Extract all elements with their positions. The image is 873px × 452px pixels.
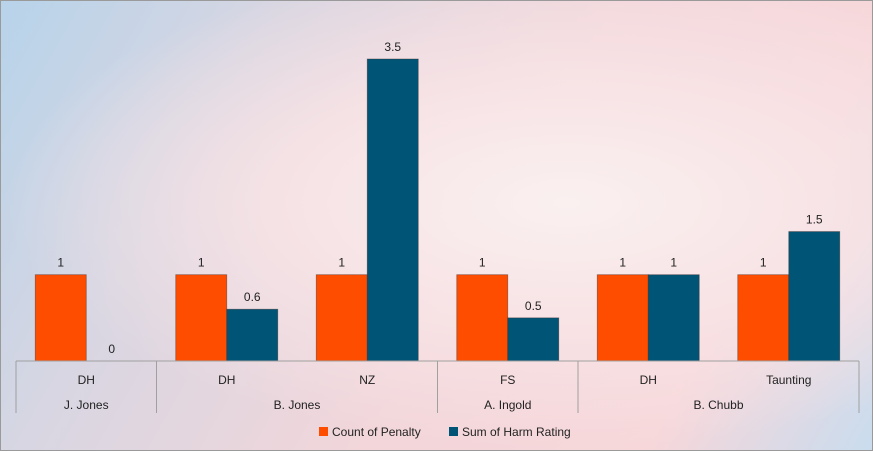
bar-penalty-count <box>737 274 790 362</box>
bar-penalty-count <box>456 274 509 362</box>
x-tick-label: NZ <box>359 373 375 387</box>
data-label: 0 <box>108 342 115 356</box>
legend-label: Sum of Harm Rating <box>462 425 571 439</box>
x-group-label: A. Ingold <box>484 398 531 412</box>
data-label: 0.6 <box>244 290 261 304</box>
bar-penalty-count <box>34 274 87 362</box>
bar-harm-rating <box>366 58 419 362</box>
x-group-label: B. Chubb <box>693 398 743 412</box>
data-label: 3.5 <box>384 40 401 54</box>
data-label: 1 <box>619 256 626 270</box>
bar-harm-rating <box>507 317 560 362</box>
legend-swatch <box>449 427 458 436</box>
legend-label: Count of Penalty <box>332 425 421 439</box>
bar-penalty-count <box>175 274 228 362</box>
data-label: 1.5 <box>806 213 823 227</box>
legend-swatch <box>319 427 328 436</box>
data-label: 1 <box>198 256 205 270</box>
bar-harm-rating <box>226 308 279 362</box>
x-tick-label: DH <box>640 373 657 387</box>
x-tick-label: DH <box>78 373 95 387</box>
bar-penalty-count <box>596 274 649 362</box>
data-label: 1 <box>760 256 767 270</box>
data-label: 0.5 <box>525 299 542 313</box>
data-label: 1 <box>479 256 486 270</box>
x-tick-label: Taunting <box>766 373 811 387</box>
x-group-label: J. Jones <box>64 398 109 412</box>
bar-penalty-count <box>315 274 368 362</box>
bar-harm-rating <box>788 231 841 362</box>
x-tick-label: FS <box>500 373 515 387</box>
data-label: 1 <box>57 256 64 270</box>
x-tick-label: DH <box>218 373 235 387</box>
data-label: 1 <box>670 256 677 270</box>
data-label: 1 <box>338 256 345 270</box>
x-group-label: B. Jones <box>274 398 321 412</box>
bar-harm-rating <box>647 274 700 362</box>
